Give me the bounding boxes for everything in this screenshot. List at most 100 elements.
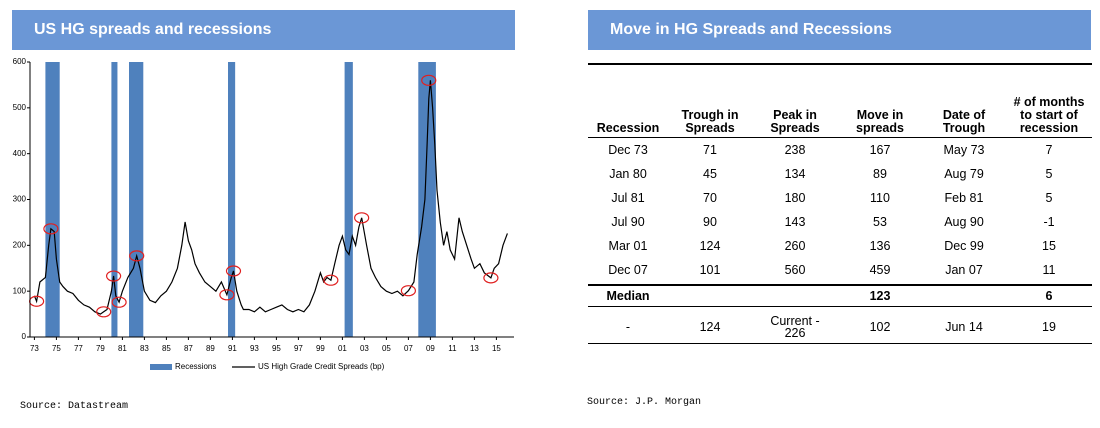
highlight-circle <box>483 272 499 284</box>
x-tick-label: 87 <box>184 344 193 353</box>
y-tick-label: 300 <box>13 195 27 204</box>
y-tick-label: 100 <box>13 286 27 295</box>
table-cell: Dec 99 <box>944 239 984 253</box>
highlight-circle <box>96 306 112 318</box>
chart: 0 100 200 300 400 500 600 73 75 77 79 81 83 85 87 89 91 9… <box>13 57 514 371</box>
table-cell: May 73 <box>943 143 985 157</box>
table-row: Jul 90 90 143 53 Aug 90 -1 <box>588 210 1092 234</box>
table-cell: Peak in Spreads <box>770 108 820 135</box>
table-cell: 5 <box>1045 167 1053 181</box>
x-tick-label: 15 <box>492 344 501 353</box>
highlight-circle <box>323 274 339 286</box>
table-cell: Jul 90 <box>611 215 645 229</box>
table-cell: 70 <box>703 191 717 205</box>
x-tick-label: 91 <box>228 344 237 353</box>
table-row: Mar 01 124 260 136 Dec 99 15 <box>588 234 1092 258</box>
highlight-circle <box>400 285 416 297</box>
highlight-circle <box>105 270 122 282</box>
x-tick-label: 99 <box>316 344 325 353</box>
table-row: Jan 80 45 134 89 Aug 79 5 <box>588 162 1092 186</box>
recession-band <box>111 62 118 337</box>
x-tick-label: 83 <box>140 344 149 353</box>
table-cell: Aug 90 <box>944 215 984 229</box>
table-cell: Move in spreads <box>856 108 904 135</box>
table-cell: - <box>625 320 631 334</box>
table-cell: 15 <box>1042 239 1056 253</box>
table-row: Recession Trough in Spreads Peak in Spread… <box>588 65 1092 138</box>
source: Source: J.P. Morgan <box>587 397 702 408</box>
table-cell: Aug 79 <box>944 167 984 181</box>
y-tick-label: 200 <box>13 240 27 249</box>
legend-label: Recessions <box>175 362 216 371</box>
table-cell: 238 <box>784 143 806 157</box>
table-cell: Jan 80 <box>609 167 647 181</box>
legend-swatch <box>150 364 172 370</box>
recession-band <box>228 62 236 337</box>
highlight-circle <box>111 296 127 308</box>
table-cell: 89 <box>873 167 887 181</box>
chart-header: US HG spreads and recessions <box>12 10 515 50</box>
x-tick-label: 85 <box>162 344 171 353</box>
table-cell: Trough in Spreads <box>681 108 739 135</box>
source: Source: Datastream <box>20 401 129 412</box>
y-tick-label: 400 <box>13 149 27 158</box>
x-tick-label: 89 <box>206 344 215 353</box>
x-tick-label: 97 <box>294 344 303 353</box>
table-cell: 11 <box>1042 263 1056 277</box>
x-tick-label: 01 <box>338 344 347 353</box>
table-cell: 101 <box>699 263 721 277</box>
recession-band <box>418 62 436 337</box>
y-tick-label: 600 <box>13 57 27 66</box>
spread-line <box>33 80 508 315</box>
x-tick-label: 11 <box>448 344 457 353</box>
table-row: Dec 07 101 560 459 Jan 07 11 <box>588 258 1092 282</box>
table-cell: 6 <box>1045 289 1053 303</box>
table-cell: 180 <box>784 191 806 205</box>
table-cell: 123 <box>869 289 891 303</box>
table-cell: 71 <box>703 143 717 157</box>
table-cell: 90 <box>703 215 717 229</box>
table-cell: Dec 07 <box>608 263 648 277</box>
y-tick-label: 0 <box>22 332 27 341</box>
table-cell: Dec 73 <box>608 143 648 157</box>
table-header: Move in HG Spreads and Recessions <box>588 10 1091 50</box>
highlight-circle <box>421 74 437 86</box>
x-tick-label: 93 <box>250 344 259 353</box>
table-cell: 134 <box>784 167 806 181</box>
table-cell: 19 <box>1042 320 1056 334</box>
table-cell: 167 <box>869 143 891 157</box>
table-cell: 260 <box>784 239 806 253</box>
table-cell: 5 <box>1045 191 1053 205</box>
recession-band <box>129 62 144 337</box>
table-cell: Jul 81 <box>611 191 645 205</box>
table-cell: 45 <box>703 167 717 181</box>
table-row: Median 123 6 <box>588 284 1092 307</box>
table-row: Jul 81 70 180 110 Feb 81 5 <box>588 186 1092 210</box>
highlight-circle <box>225 265 242 277</box>
table-cell: 560 <box>784 263 806 277</box>
x-tick-label: 95 <box>272 344 281 353</box>
x-tick-label: 79 <box>96 344 105 353</box>
table-cell: Current - 226 <box>770 314 820 340</box>
table-row: Dec 73 71 238 167 May 73 7 <box>588 138 1092 162</box>
table-cell: 102 <box>869 320 891 334</box>
table-cell: 459 <box>869 263 891 277</box>
table-cell: Feb 81 <box>944 191 984 205</box>
highlight-circle <box>43 223 59 235</box>
table-cell: Date of Trough <box>942 108 986 135</box>
x-tick-label: 05 <box>382 344 391 353</box>
table-cell: Recession <box>596 121 660 135</box>
table-cell: 124 <box>699 320 721 334</box>
y-tick-label: 500 <box>13 103 27 112</box>
table-cell: # of months to start of recession <box>1013 95 1085 135</box>
legend-label: US High Grade Credit Spreads (bp) <box>258 362 385 371</box>
table-cell: -1 <box>1043 215 1055 229</box>
x-tick-label: 73 <box>30 344 39 353</box>
highlight-circle <box>219 289 235 301</box>
x-tick-label: 13 <box>470 344 479 353</box>
x-tick-label: 81 <box>118 344 127 353</box>
highlight-circle <box>354 212 370 224</box>
table-cell: Jan 07 <box>945 263 983 277</box>
table-cell: 136 <box>869 239 891 253</box>
